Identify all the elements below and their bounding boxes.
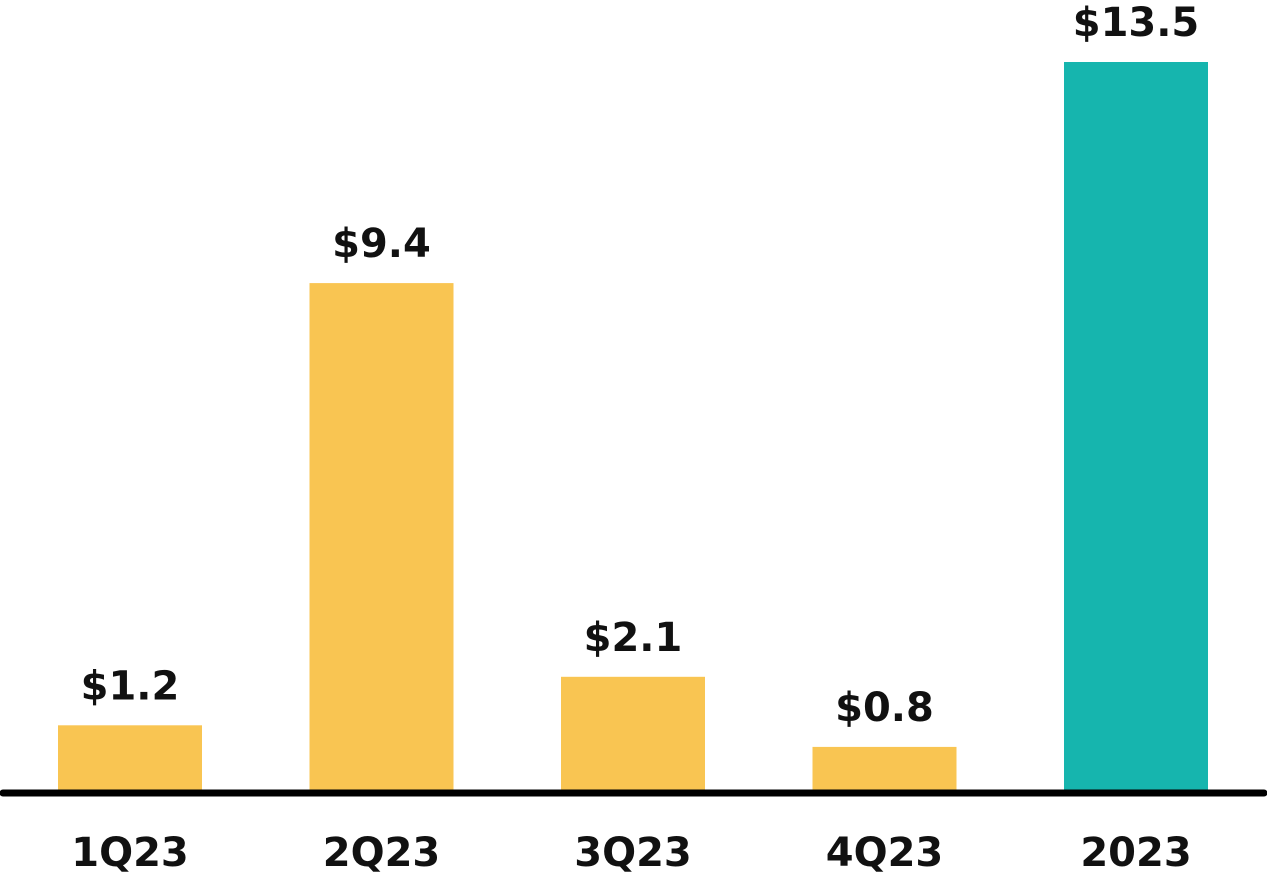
data-label-2023: $13.5: [1073, 0, 1200, 46]
category-labels-group: 1Q23 2Q23 3Q23 4Q23 2023: [71, 830, 1191, 872]
category-label-2q23: 2Q23: [323, 830, 441, 872]
category-label-1q23: 1Q23: [71, 830, 189, 872]
bars-group: [58, 62, 1208, 790]
bar-3q23: [561, 676, 705, 790]
data-label-1q23: $1.2: [81, 663, 180, 709]
category-label-4q23: 4Q23: [826, 830, 944, 872]
bar-2023: [1064, 62, 1208, 790]
data-label-3q23: $2.1: [584, 615, 683, 661]
data-label-2q23: $9.4: [332, 221, 431, 267]
bar-2q23: [309, 283, 454, 790]
bar-1q23: [58, 725, 202, 790]
value-labels-group: $1.2 $9.4 $2.1 $0.8 $13.5: [81, 0, 1200, 731]
category-label-3q23: 3Q23: [574, 830, 692, 872]
data-label-4q23: $0.8: [835, 685, 934, 731]
category-label-2023: 2023: [1080, 830, 1191, 872]
bar-4q23: [812, 746, 957, 790]
